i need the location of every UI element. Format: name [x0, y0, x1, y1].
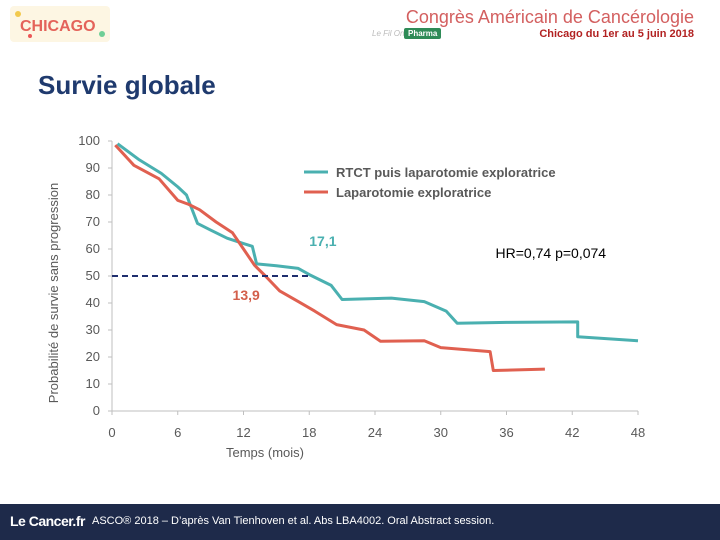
- y-tick-label: 40: [86, 295, 100, 310]
- hazard-ratio-label: HR=0,74 p=0,074: [496, 245, 607, 261]
- y-tick-label: 90: [86, 160, 100, 175]
- y-tick-label: 20: [86, 349, 100, 364]
- y-tick-label: 70: [86, 214, 100, 229]
- legend-label-1: RTCT puis laparotomie exploratrice: [336, 165, 556, 180]
- x-tick-label: 12: [236, 425, 250, 440]
- x-tick-label: 36: [499, 425, 513, 440]
- y-tick-label: 10: [86, 376, 100, 391]
- slide-header: CHICAGO Congrès Américain de Cancérologi…: [0, 0, 720, 50]
- survival-chart: 0 10 20 30 40 50 60 70 80 90 100 0 6 12 18 24 30 36 42 48 Te…: [46, 133, 645, 460]
- y-tick-label: 80: [86, 187, 100, 202]
- partner-tag: Pharma: [404, 28, 442, 39]
- x-tick-label: 48: [631, 425, 645, 440]
- footer-citation: ASCO® 2018 – D’après Van Tienhoven et al…: [92, 515, 495, 527]
- slide-title: Survie globale: [38, 70, 216, 100]
- x-axis-title: Temps (mois): [226, 445, 304, 460]
- slide-footer: Le Cancer.fr ASCO® 2018 – D’après Van Ti…: [0, 504, 720, 540]
- median-annotation-1: 17,1: [309, 233, 336, 249]
- partner-name: Le Fil Onco: [372, 29, 413, 38]
- x-tick-label: 30: [434, 425, 448, 440]
- event-dates: Chicago du 1er au 5 juin 2018: [539, 28, 694, 40]
- y-tick-label: 50: [86, 268, 100, 283]
- x-tick-label: 6: [174, 425, 181, 440]
- x-tick-label: 42: [565, 425, 579, 440]
- y-tick-label: 30: [86, 322, 100, 337]
- median-annotation-2: 13,9: [233, 287, 260, 303]
- x-tick-label: 18: [302, 425, 316, 440]
- y-axis-title: Probabilité de survie sans progression: [46, 183, 61, 403]
- logo-text: CHICAGO: [20, 18, 96, 35]
- series-line-2: [114, 144, 545, 372]
- x-tick-label: 24: [368, 425, 382, 440]
- series-line-1: [116, 142, 639, 343]
- y-tick-label: 100: [78, 133, 100, 148]
- legend-label-2: Laparotomie exploratrice: [336, 185, 491, 200]
- chicago-logo: CHICAGO: [10, 6, 110, 42]
- y-tick-label: 60: [86, 241, 100, 256]
- event-name: Congrès Américain de Cancérologie: [405, 7, 694, 27]
- y-tick-label: 0: [93, 403, 100, 418]
- footer-brand: Le Cancer.fr: [10, 513, 85, 529]
- x-tick-label: 0: [108, 425, 115, 440]
